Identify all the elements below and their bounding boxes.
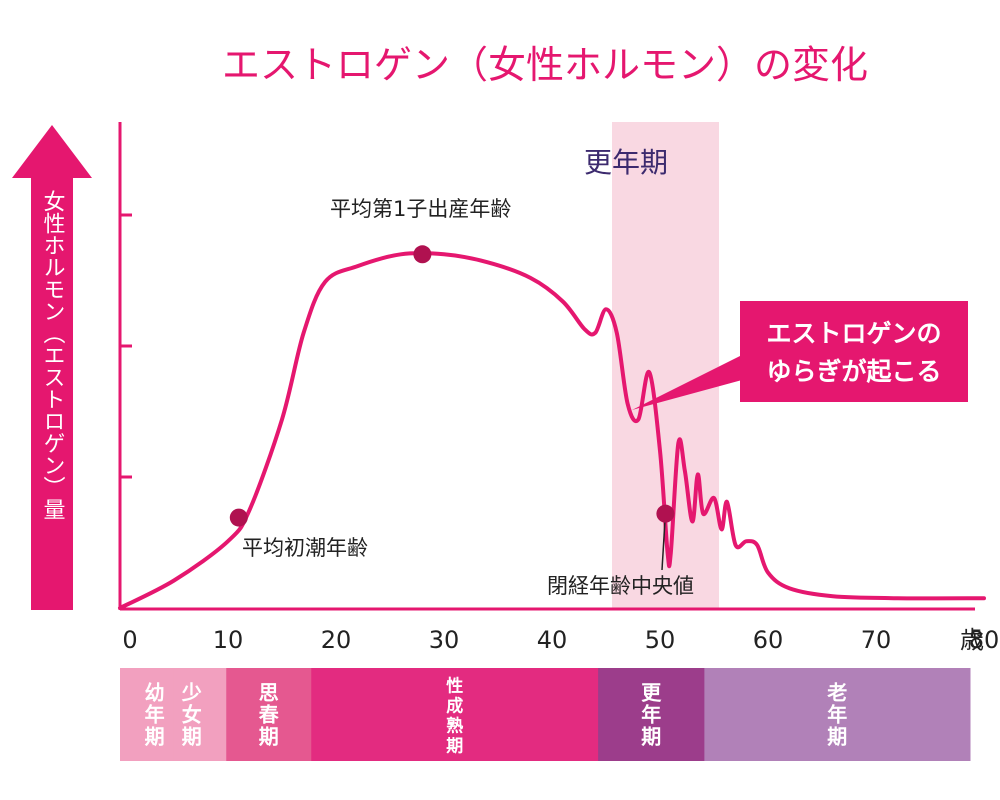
x-tick-label: 80 [969,626,1000,654]
x-tick-label: 0 [122,626,137,654]
marker-menarche [229,508,248,527]
life-stage-label: 幼年期 [145,681,165,749]
life-stage-block [226,668,312,761]
callout-line: ゆらぎが起こる [766,357,941,386]
life-stage-block [598,668,705,761]
marker-label-first-birth: 平均第1子出産年齢 [330,197,511,221]
x-axis-unit: 歳 [960,626,984,654]
callout-line: エストロゲンの [766,319,941,348]
life-stage-label: 性成熟期 [446,676,463,757]
x-tick-label: 60 [753,626,784,654]
marker-menopause [656,504,675,523]
estrogen-curve [118,251,986,610]
y-axis-arrow: 女性ホルモン（エストロゲン）量 [12,125,92,610]
curve-layer [118,251,986,610]
y-axis-label: 女性ホルモン（エストロゲン）量 [40,190,66,520]
life-stage-block [120,668,174,761]
y-axis-arrow-shape [12,125,92,610]
marker-first-birth [413,245,432,264]
marker-leader-menopause [661,513,667,571]
life-stage-label: 思春期 [258,681,280,749]
x-tick-label: 70 [861,626,892,654]
x-tick-label: 40 [537,626,568,654]
menopause-band-label: 更年期 [584,146,668,179]
life-stage-block [173,668,227,761]
life-stage-block [704,668,971,761]
marker-label-menarche: 平均初潮年齢 [242,536,368,560]
life-stage-block [311,668,599,761]
callout-box [740,301,968,402]
x-tick-label: 30 [429,626,460,654]
marker-label-menopause: 閉経年齢中央値 [547,574,694,598]
life-stage-label: 老年期 [827,681,847,749]
chart-title: エストロゲン（女性ホルモン）の変化 [222,43,868,87]
x-tick-label: 10 [213,626,244,654]
x-tick-label: 20 [321,626,352,654]
life-stage-label: 少女期 [181,681,202,749]
callout-pointer [632,355,742,410]
x-tick-label: 50 [645,626,676,654]
life-stage-label: 更年期 [641,681,662,749]
axis-layer: 0 10 20 30 40 50 60 70 80 [118,122,1000,654]
